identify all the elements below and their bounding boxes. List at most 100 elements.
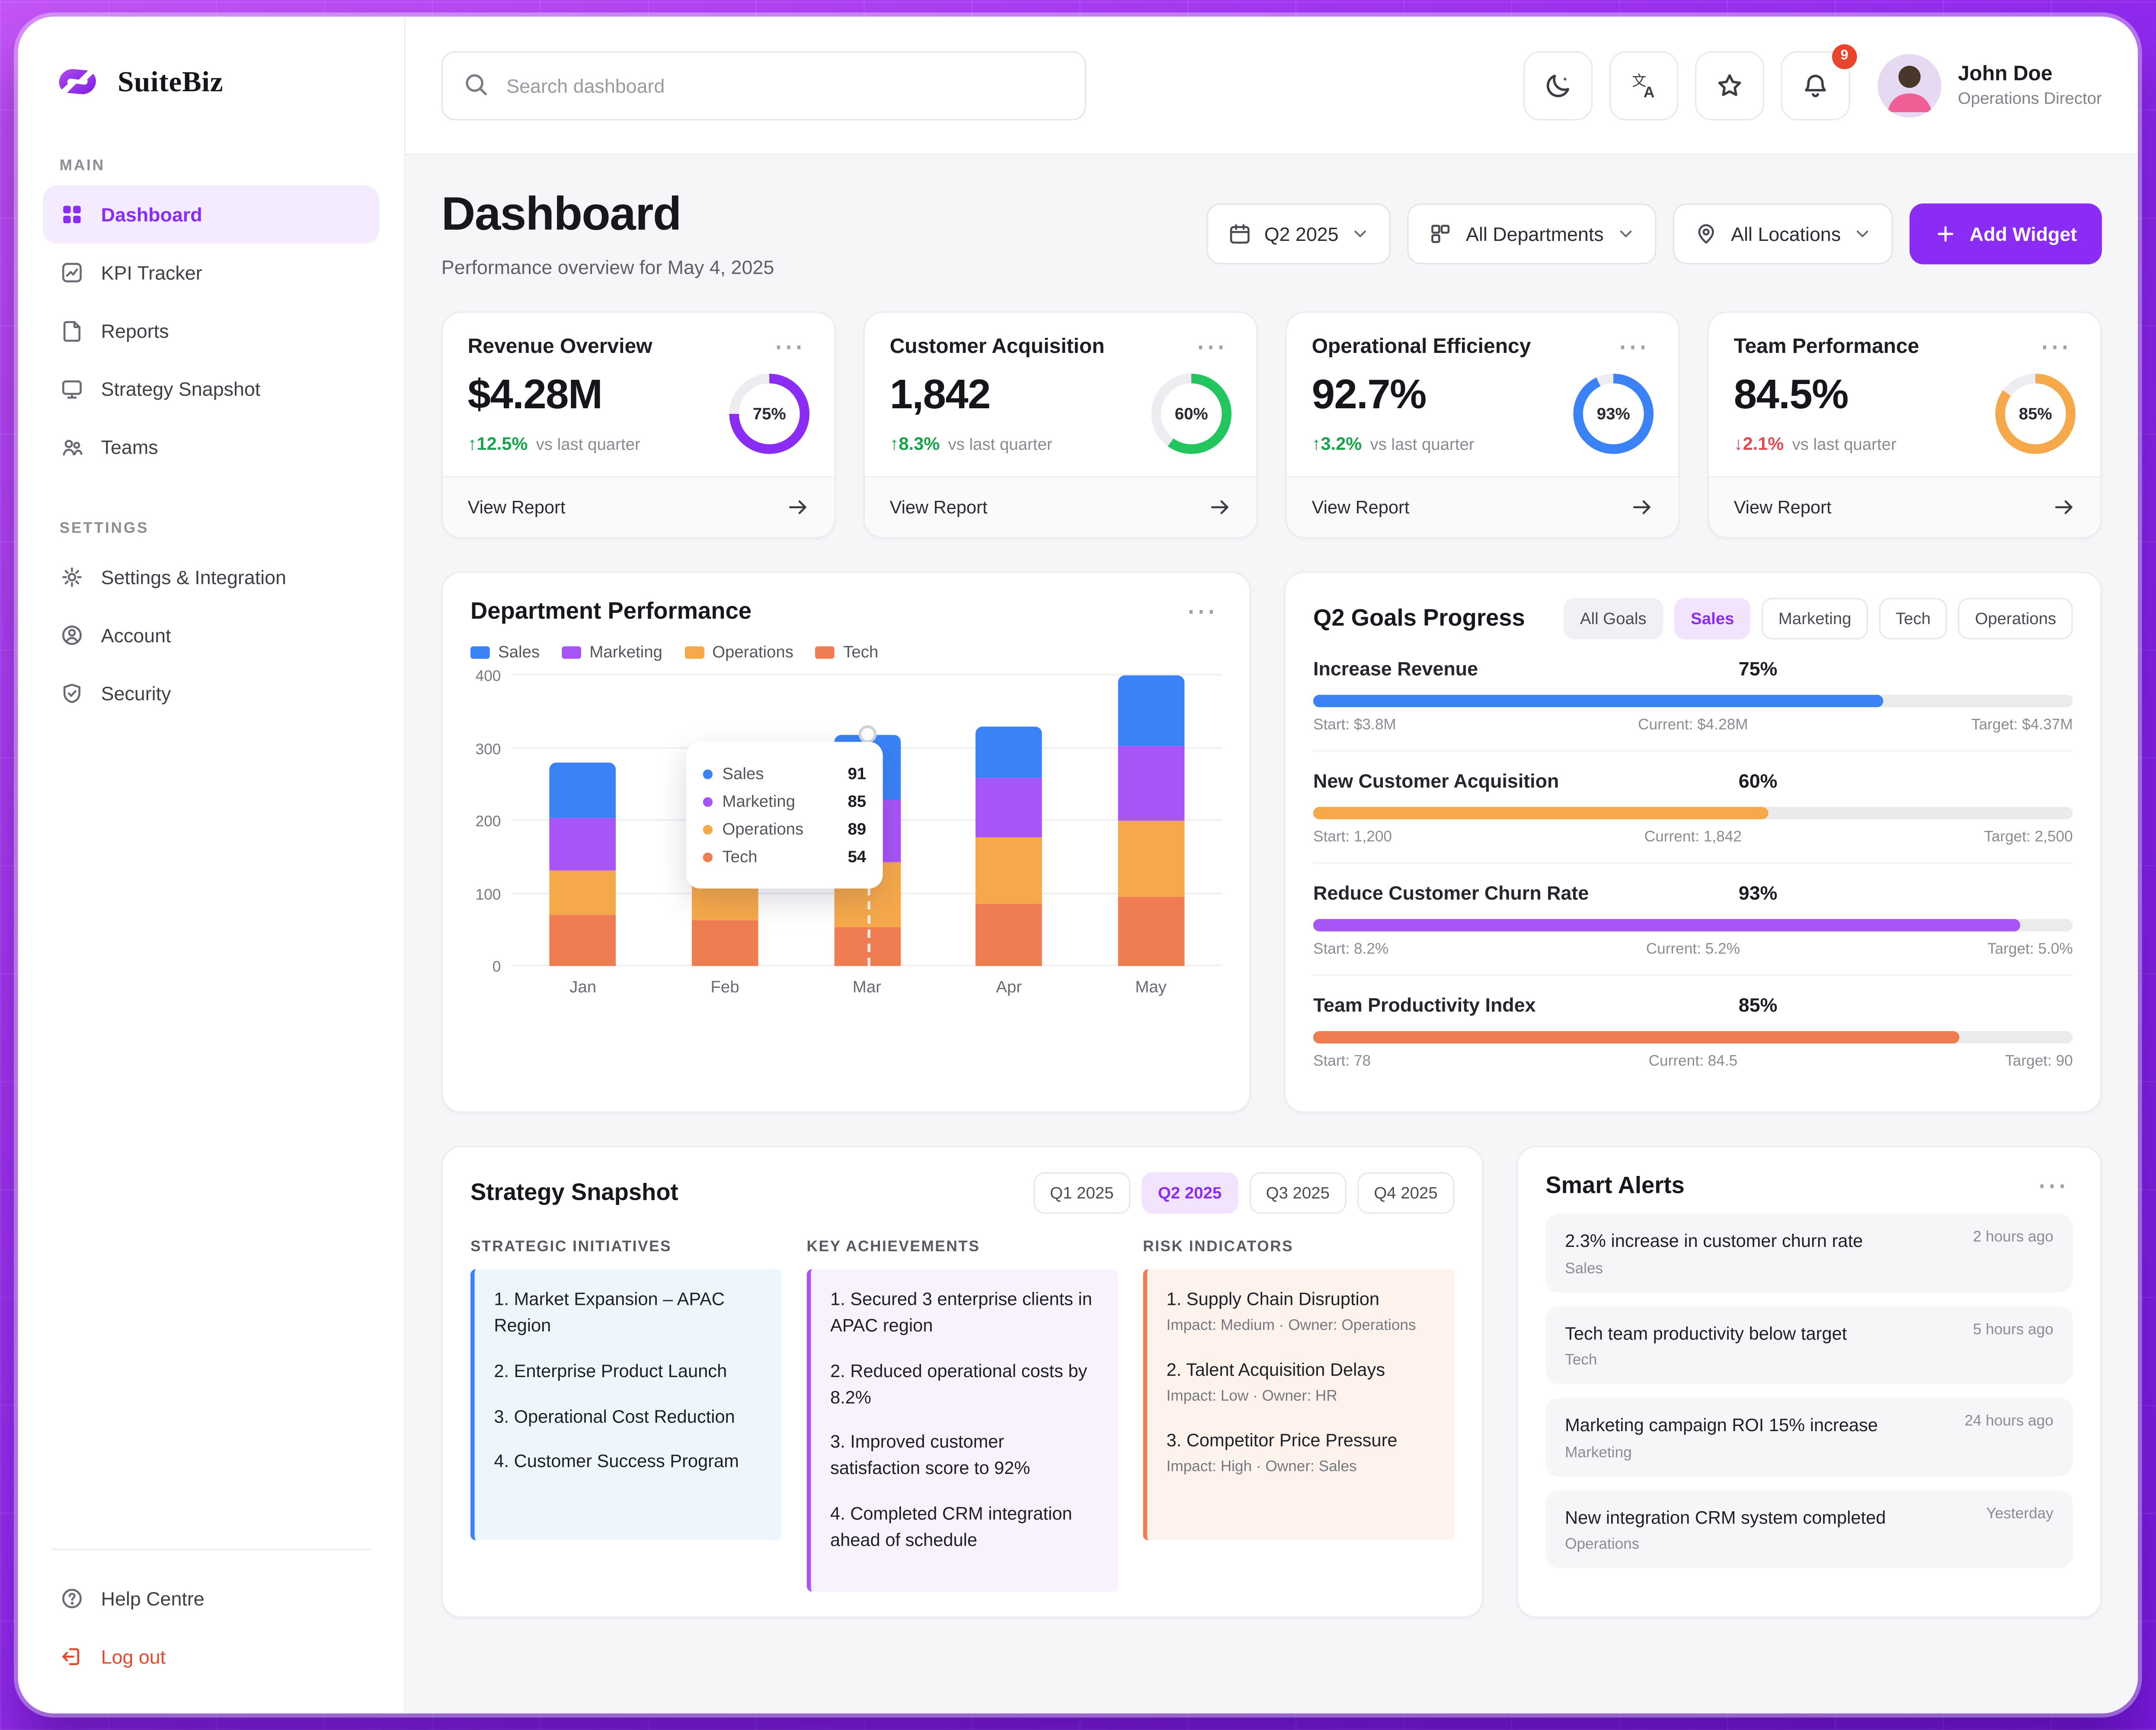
delta-arrow-icon: ↑ <box>1312 433 1321 454</box>
card-menu-button[interactable]: ⋯ <box>2031 1170 2073 1201</box>
delta-note: vs last quarter <box>948 434 1052 453</box>
risk-title: 2. Talent Acquisition Delays <box>1166 1359 1385 1380</box>
header-controls: Q2 2025 All Departments All Locations <box>1206 202 2102 264</box>
tab-q4-2025[interactable]: Q4 2025 <box>1357 1172 1455 1214</box>
tooltip-dot <box>703 824 713 834</box>
departments-icon <box>1432 224 1450 243</box>
legend-swatch <box>816 645 835 658</box>
goal-name: Reduce Customer Churn Rate <box>1313 881 1589 904</box>
bar-segment-tech <box>691 921 758 966</box>
card-title: Department Performance <box>470 598 752 625</box>
tab-q1-2025[interactable]: Q1 2025 <box>1033 1172 1130 1214</box>
kpi-title: Revenue Overview <box>467 335 653 359</box>
gridline <box>512 674 1222 676</box>
sidebar-item-teams[interactable]: Teams <box>43 418 379 476</box>
favorites-button[interactable] <box>1695 50 1764 120</box>
alert-time: 24 hours ago <box>1964 1413 2054 1430</box>
strategy-item: 3. Operational Cost Reduction <box>494 1405 735 1426</box>
ring-label: 85% <box>2005 382 2066 444</box>
bar-segment-marketing <box>550 817 616 870</box>
goal-meta: Start: $3.8M Current: $4.28M Target: $4.37… <box>1313 717 2073 734</box>
shield-check-icon <box>63 683 80 703</box>
location-pin-icon <box>1698 223 1714 243</box>
view-report-link[interactable]: View Report <box>1709 476 2101 537</box>
bar-segment-sales <box>976 726 1042 777</box>
locations-filter[interactable]: All Locations <box>1673 202 1894 264</box>
progress-ring: 93% <box>1573 373 1654 453</box>
sidebar-divider <box>51 1548 371 1550</box>
chevron-down-icon <box>1857 230 1869 237</box>
sidebar-item-account[interactable]: Account <box>43 606 379 664</box>
sidebar-item-dashboard[interactable]: Dashboard <box>43 185 379 244</box>
sidebar-item-settings-integration[interactable]: Settings & Integration <box>43 548 379 606</box>
departments-filter[interactable]: All Departments <box>1407 202 1657 264</box>
strategy-item: 3. Competitor Price Pressure Impact: High… <box>1167 1429 1435 1480</box>
tab-sales[interactable]: Sales <box>1674 598 1751 640</box>
nav-label: Log out <box>101 1645 166 1668</box>
sidebar-spacer <box>43 722 379 1529</box>
view-report-link[interactable]: View Report <box>865 476 1257 537</box>
tooltip-row: Operations 89 <box>703 819 866 839</box>
tab-q2-2025[interactable]: Q2 2025 <box>1141 1172 1238 1214</box>
search-input[interactable] <box>441 50 1086 120</box>
tab-q3-2025[interactable]: Q3 2025 <box>1249 1172 1347 1214</box>
brand: SuiteBiz <box>43 50 379 113</box>
card-menu-button[interactable]: ⋯ <box>2034 331 2076 361</box>
legend-item-sales: Sales <box>470 642 540 662</box>
page-subtitle: Performance overview for May 4, 2025 <box>441 256 774 279</box>
sidebar-item-security[interactable]: Security <box>43 664 379 722</box>
nav-label: Teams <box>101 436 158 458</box>
card-menu-button[interactable]: ⋯ <box>768 331 809 361</box>
alert-time: Yesterday <box>1986 1505 2054 1522</box>
search-icon <box>466 74 487 95</box>
bar-may[interactable] <box>1117 675 1184 966</box>
tab-operations[interactable]: Operations <box>1958 598 2073 640</box>
tab-tech[interactable]: Tech <box>1879 598 1948 640</box>
goal-percent: 93% <box>1738 881 1778 904</box>
tooltip-value: 85 <box>848 791 867 811</box>
dark-mode-button[interactable] <box>1523 50 1593 120</box>
column-heading: RISK INDICATORS <box>1143 1239 1294 1256</box>
sidebar-section-main: MAIN <box>59 157 105 175</box>
nav-label: Reports <box>101 320 169 342</box>
delta-arrow-icon: ↓ <box>1734 433 1743 454</box>
alert-item[interactable]: Tech team productivity below target 5 hou… <box>1545 1306 2073 1384</box>
ring-label: 75% <box>739 382 800 444</box>
add-widget-label: Add Widget <box>1969 222 2077 244</box>
smart-alerts-card: Smart Alerts ⋯ 2.3% increase in customer… <box>1516 1146 2102 1618</box>
add-widget-button[interactable]: Add Widget <box>1910 202 2102 264</box>
app-window: SuiteBiz MAIN Dashboard KPI Tracker Repo… <box>18 16 2138 1714</box>
delta-arrow-icon: ↑ <box>467 433 477 454</box>
y-axis-tick: 0 <box>492 959 501 976</box>
sidebar-item-strategy-snapshot[interactable]: Strategy Snapshot <box>43 360 379 418</box>
period-filter[interactable]: Q2 2025 <box>1206 202 1391 264</box>
card-menu-button[interactable]: ⋯ <box>1190 331 1232 361</box>
bar-jan[interactable] <box>550 676 616 966</box>
alert-category: Marketing <box>1565 1444 1632 1461</box>
delta-arrow-icon: ↑ <box>889 433 899 454</box>
tooltip-dot <box>703 852 713 862</box>
card-menu-button[interactable]: ⋯ <box>1612 331 1654 361</box>
alert-item[interactable]: New integration CRM system completed Yest… <box>1545 1490 2073 1569</box>
alert-item[interactable]: Marketing campaign ROI 15% increase 24 ho… <box>1545 1398 2073 1477</box>
sidebar-item-logout[interactable]: Log out <box>43 1627 379 1685</box>
notifications-button[interactable]: 9 <box>1781 43 1857 120</box>
sidebar-item-kpi-tracker[interactable]: KPI Tracker <box>43 243 379 301</box>
tab-all-goals[interactable]: All Goals <box>1563 598 1663 640</box>
bar-apr[interactable] <box>976 676 1042 966</box>
alert-item[interactable]: 2.3% increase in customer churn rate 2 ho… <box>1545 1214 2073 1292</box>
nav-label: Settings & Integration <box>101 566 286 588</box>
kpi-title: Team Performance <box>1734 335 1919 359</box>
tab-marketing[interactable]: Marketing <box>1762 598 1868 640</box>
risk-indicators-column: RISK INDICATORS 1. Supply Chain Disrupti… <box>1143 1239 1455 1591</box>
view-report-link[interactable]: View Report <box>1287 476 1679 537</box>
bar-segment-tech <box>976 904 1042 966</box>
dashboard-content: Dashboard Performance overview for May 4… <box>405 155 2138 1714</box>
goal-name: Increase Revenue <box>1313 657 1478 680</box>
user-menu[interactable]: John Doe Operations Director <box>1878 53 2102 117</box>
sidebar-item-reports[interactable]: Reports <box>43 302 379 360</box>
card-menu-button[interactable]: ⋯ <box>1180 596 1222 626</box>
view-report-link[interactable]: View Report <box>443 476 835 537</box>
sidebar-item-help-centre[interactable]: Help Centre <box>43 1570 379 1627</box>
